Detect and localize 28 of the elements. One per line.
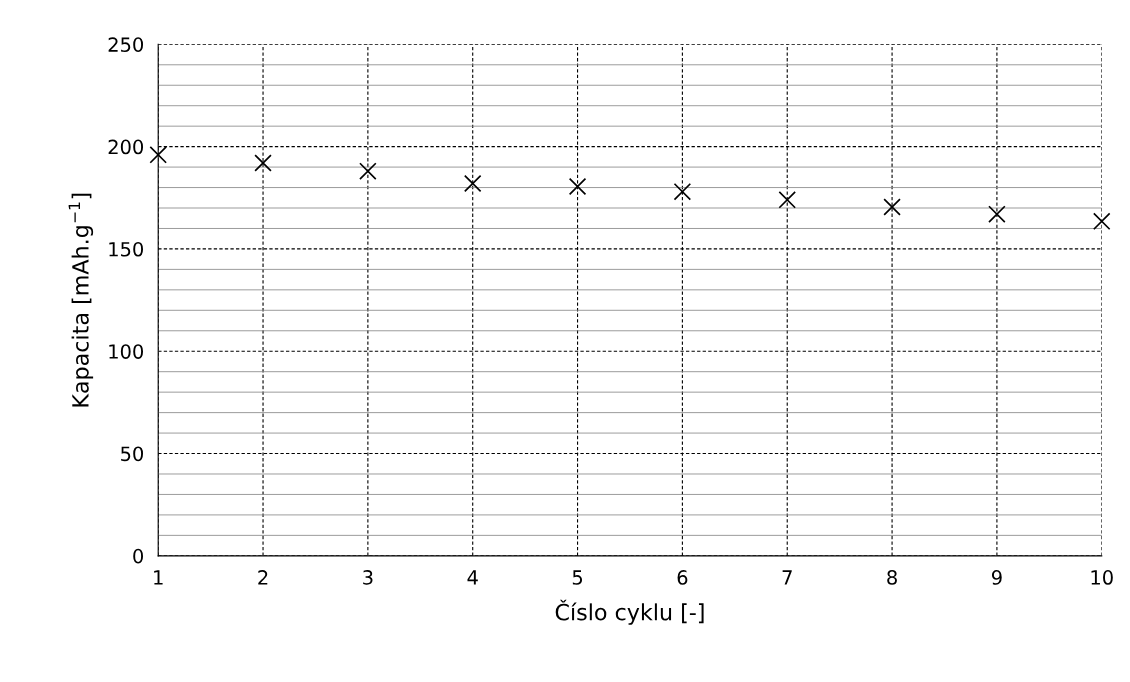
x-tick-label: 5 — [572, 570, 583, 585]
point — [673, 182, 692, 201]
point — [988, 205, 1006, 223]
y-tick-label: 200 — [108, 139, 144, 155]
point — [254, 154, 272, 172]
y-tick-label: 0 — [133, 548, 144, 564]
point — [778, 191, 796, 209]
x-tick-label: 8 — [887, 570, 897, 585]
point — [149, 146, 167, 164]
y-axis-title: Kapacita [mAh.g$^{−1}$] — [68, 193, 94, 407]
y-tick-label: 150 — [109, 241, 144, 257]
y-tick-label: 50 — [121, 446, 144, 462]
point — [883, 198, 901, 216]
x-tick-label: 9 — [991, 570, 1002, 585]
point — [568, 177, 587, 196]
y-tick-label: 250 — [108, 37, 144, 52]
x-tick-label: 6 — [677, 570, 688, 585]
x-tick-label: 1 — [154, 570, 163, 585]
x-tick-label: 2 — [258, 570, 268, 585]
x-tick-label: 7 — [782, 570, 792, 585]
x-tick-label: 10 — [1091, 570, 1113, 585]
x-tick-label: 4 — [467, 570, 478, 585]
point — [463, 174, 482, 193]
x-axis-title: Číslo cyklu [-] — [555, 599, 704, 625]
x-tick-label: 3 — [363, 570, 373, 585]
point — [359, 162, 377, 180]
point — [1092, 212, 1111, 231]
y-tick-label: 100 — [109, 344, 144, 359]
